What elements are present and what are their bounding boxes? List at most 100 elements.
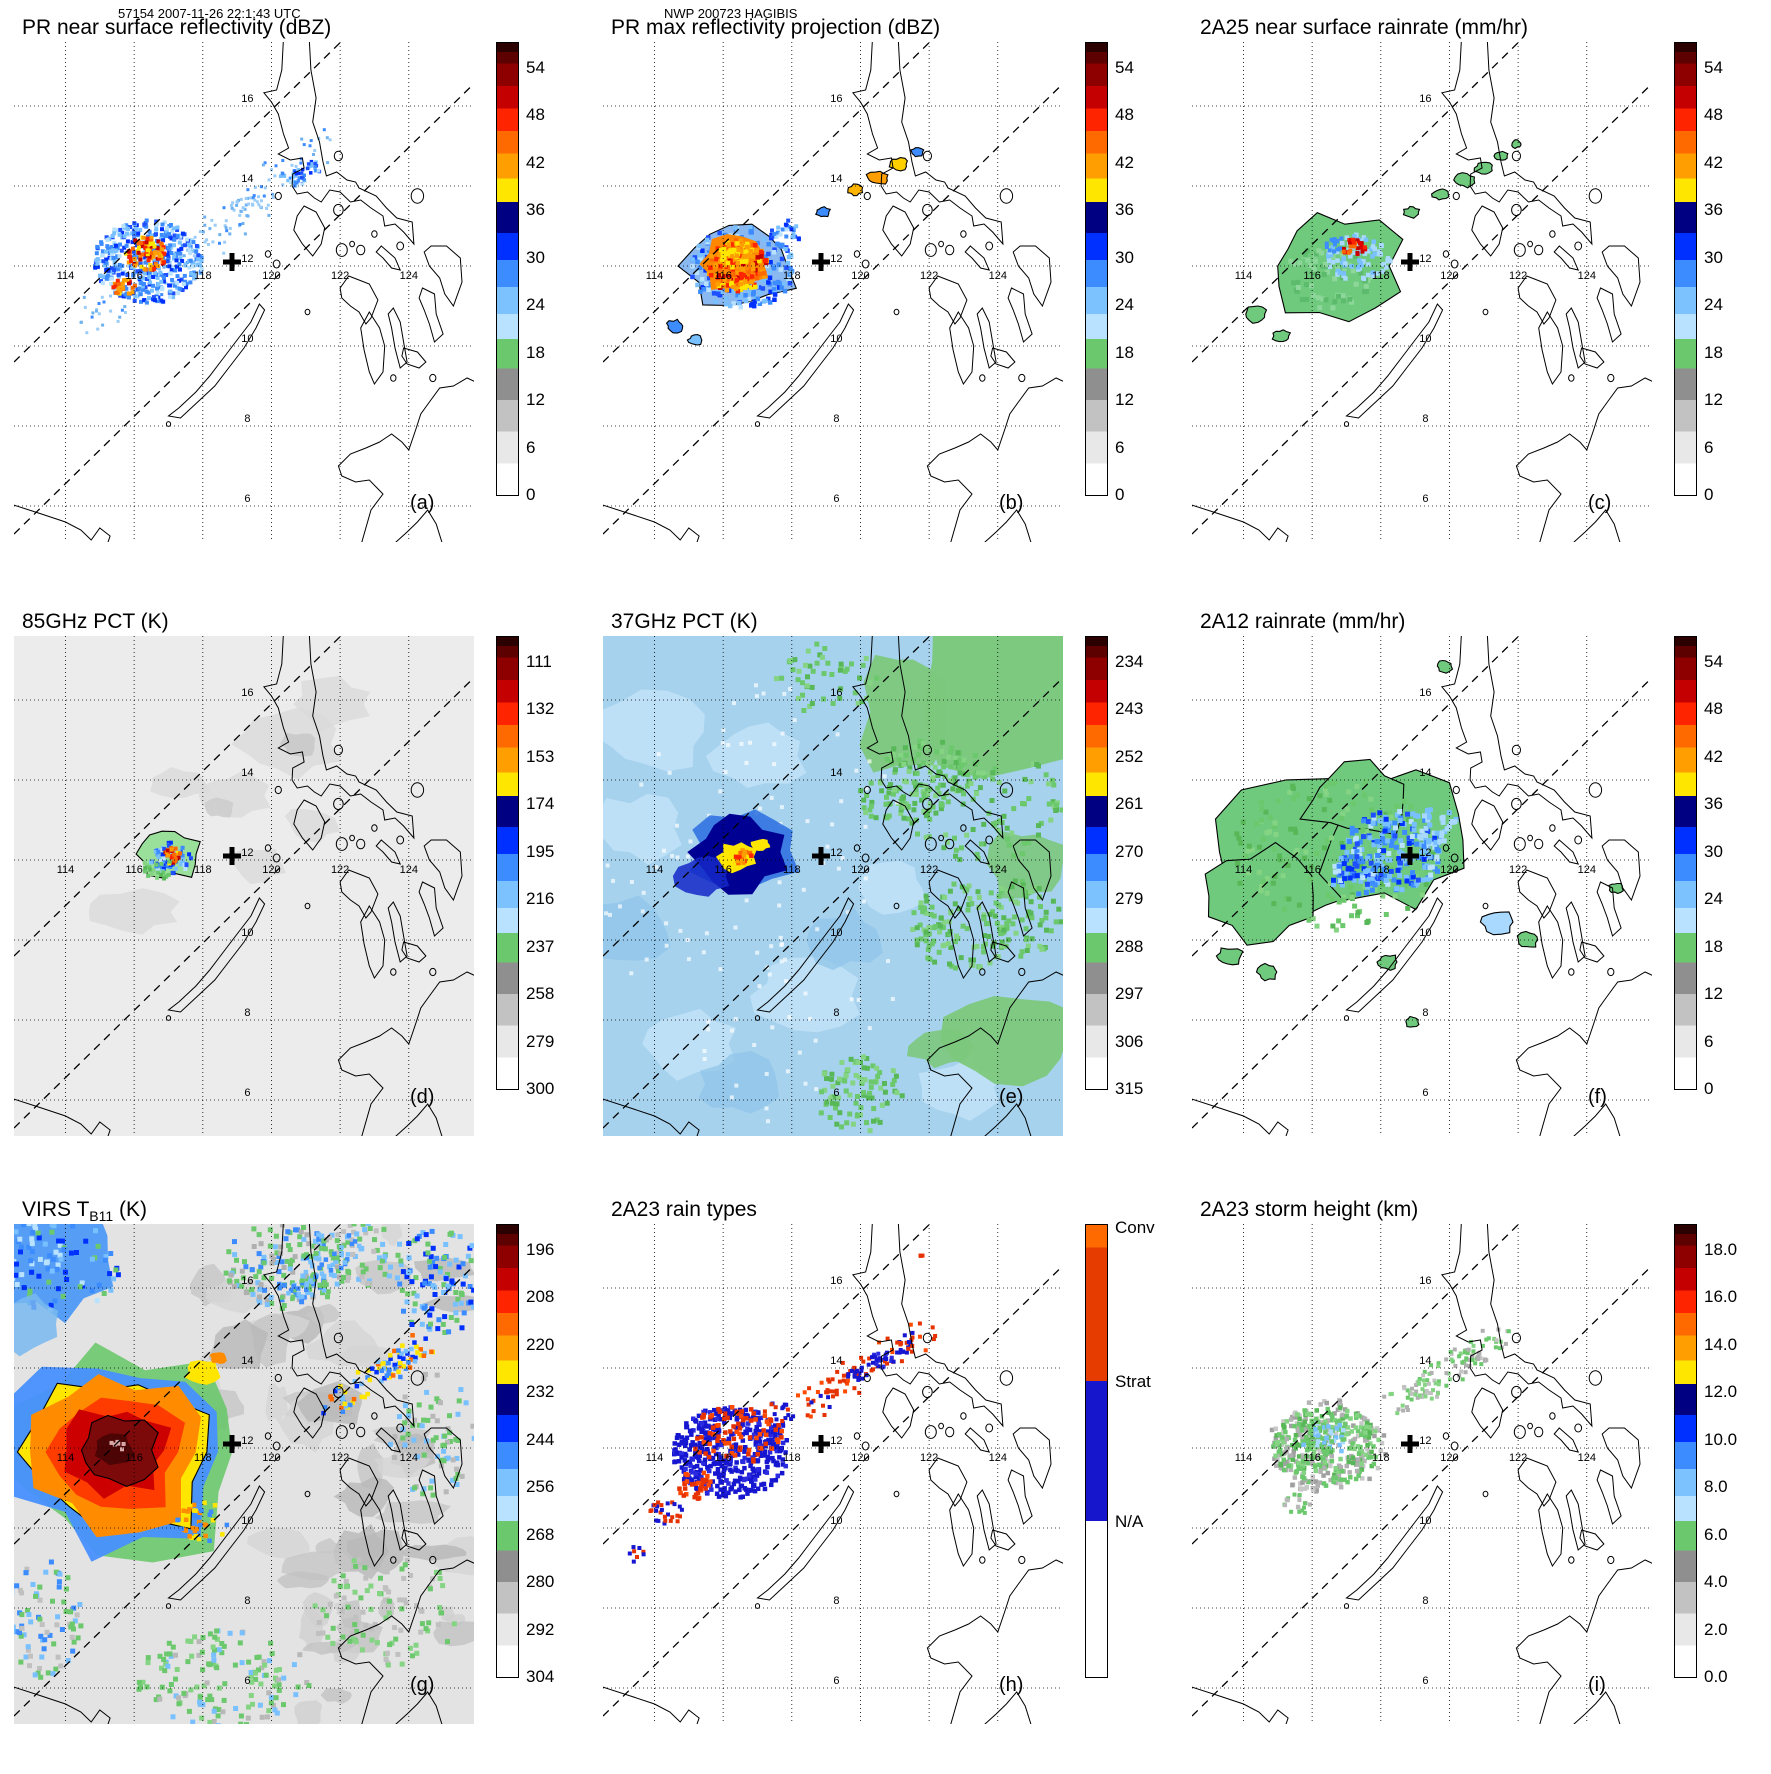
- data-layer: [14, 636, 474, 1136]
- colorbar-tick-label: 54: [1704, 652, 1723, 672]
- colorbar-tick-label: 300: [526, 1079, 554, 1099]
- colorbar-d: [496, 636, 519, 1090]
- colorbar-tick-label: 237: [526, 937, 554, 957]
- colorbar-tick-label: 4.0: [1704, 1572, 1728, 1592]
- lat-grid-label: 12: [241, 253, 253, 265]
- colorbar-tick-label: 153: [526, 747, 554, 767]
- lat-grid-label: 12: [830, 1435, 842, 1447]
- colorbar-tick-label: 0: [526, 485, 535, 505]
- lat-grid-label: 16: [241, 687, 253, 699]
- lon-grid-label: 116: [1303, 1452, 1321, 1464]
- colorbar-tick-label: 54: [526, 58, 545, 78]
- lat-grid-label: 16: [1419, 1275, 1431, 1287]
- panel-title: 37GHz PCT (K): [611, 610, 758, 634]
- lat-grid-label: 8: [1422, 413, 1428, 425]
- colorbar-tick-label: 268: [526, 1525, 554, 1545]
- panel-letter: (i): [1588, 1674, 1606, 1697]
- colorbar-tick-label: 36: [1115, 200, 1134, 220]
- colorbar-tick-label: 36: [1704, 794, 1723, 814]
- colorbar-tick-label: 12: [526, 390, 545, 410]
- colorbar-tick-label: 24: [1704, 889, 1723, 909]
- panel-title: 2A23 rain types: [611, 1198, 757, 1222]
- lon-grid-label: 122: [331, 1452, 349, 1464]
- lon-grid-label: 122: [920, 1452, 938, 1464]
- lon-grid-label: 118: [194, 864, 212, 876]
- panel-letter: (e): [999, 1086, 1023, 1109]
- colorbar-tick-label: 48: [1704, 699, 1723, 719]
- lon-grid-label: 114: [646, 864, 664, 876]
- colorbar-tick-label: 279: [1115, 889, 1143, 909]
- colorbar-c: [1674, 42, 1697, 496]
- lat-grid-label: 16: [830, 687, 842, 699]
- colorbar-tick-label: 54: [1115, 58, 1134, 78]
- lon-grid-label: 116: [714, 864, 732, 876]
- lat-grid-label: 6: [833, 1087, 839, 1099]
- colorbar-tick-label: 2.0: [1704, 1620, 1728, 1640]
- colorbar-tick-label: 42: [526, 153, 545, 173]
- lon-grid-label: 116: [714, 1452, 732, 1464]
- colorbar-tick-label: 292: [526, 1620, 554, 1640]
- lat-grid-label: 10: [1419, 333, 1431, 345]
- colorbar-tick-label: 30: [1704, 842, 1723, 862]
- lat-grid-label: 16: [1419, 93, 1431, 105]
- colorbar-tick-label: 243: [1115, 699, 1143, 719]
- panel-title: PR max reflectivity projection (dBZ): [611, 16, 940, 40]
- colorbar-tick-label: 48: [1115, 105, 1134, 125]
- lon-grid-label: 124: [400, 270, 418, 282]
- colorbar-tick-label: 42: [1115, 153, 1134, 173]
- lat-grid-label: 8: [244, 1007, 250, 1019]
- lat-grid-label: 12: [241, 847, 253, 859]
- colorbar-tick-label: 36: [526, 200, 545, 220]
- panel-letter: (h): [999, 1674, 1023, 1697]
- lon-grid-label: 114: [1235, 1452, 1253, 1464]
- panel-title: 2A23 storm height (km): [1200, 1198, 1418, 1222]
- colorbar-tick-label: 36: [1704, 200, 1723, 220]
- panel-letter: (a): [410, 492, 434, 515]
- colorbar-tick-label: 304: [526, 1667, 554, 1687]
- lon-grid-label: 116: [125, 864, 143, 876]
- lat-grid-label: 12: [241, 1435, 253, 1447]
- lat-grid-label: 14: [830, 767, 842, 779]
- colorbar-tick-label: 0: [1115, 485, 1124, 505]
- lat-grid-label: 6: [244, 1675, 250, 1687]
- lon-grid-label: 116: [1303, 270, 1321, 282]
- colorbar-tick-label: 315: [1115, 1079, 1143, 1099]
- colorbar-tick-label: 18.0: [1704, 1240, 1737, 1260]
- title-text: VIRS T: [22, 1198, 89, 1221]
- colorbar-tick-label: 6.0: [1704, 1525, 1728, 1545]
- colorbar-tick-label: 220: [526, 1335, 554, 1355]
- lon-grid-label: 122: [1509, 864, 1527, 876]
- lon-grid-label: 114: [646, 1452, 664, 1464]
- panel-title: 2A25 near surface rainrate (mm/hr): [1200, 16, 1528, 40]
- colorbar-g: [496, 1224, 519, 1678]
- colorbar-tick-label: 216: [526, 889, 554, 909]
- colorbar-tick-label: 256: [526, 1477, 554, 1497]
- lat-grid-label: 14: [830, 1355, 842, 1367]
- panel-title: 2A12 rainrate (mm/hr): [1200, 610, 1405, 634]
- panel-title: PR near surface reflectivity (dBZ): [22, 16, 331, 40]
- lat-grid-label: 12: [1419, 253, 1431, 265]
- colorbar-tick-label: 258: [526, 984, 554, 1004]
- lat-grid-label: 16: [1419, 687, 1431, 699]
- lat-grid-label: 6: [1422, 1087, 1428, 1099]
- title-text: (K): [113, 1198, 147, 1221]
- lat-grid-label: 16: [241, 1275, 253, 1287]
- lon-grid-label: 122: [1509, 270, 1527, 282]
- lon-grid-label: 124: [400, 1452, 418, 1464]
- colorbar-tick-label: 279: [526, 1032, 554, 1052]
- lon-grid-label: 124: [989, 1452, 1007, 1464]
- colorbar-tick-label: 261: [1115, 794, 1143, 814]
- colorbar-tick-label: 6: [526, 438, 535, 458]
- lon-grid-label: 122: [331, 270, 349, 282]
